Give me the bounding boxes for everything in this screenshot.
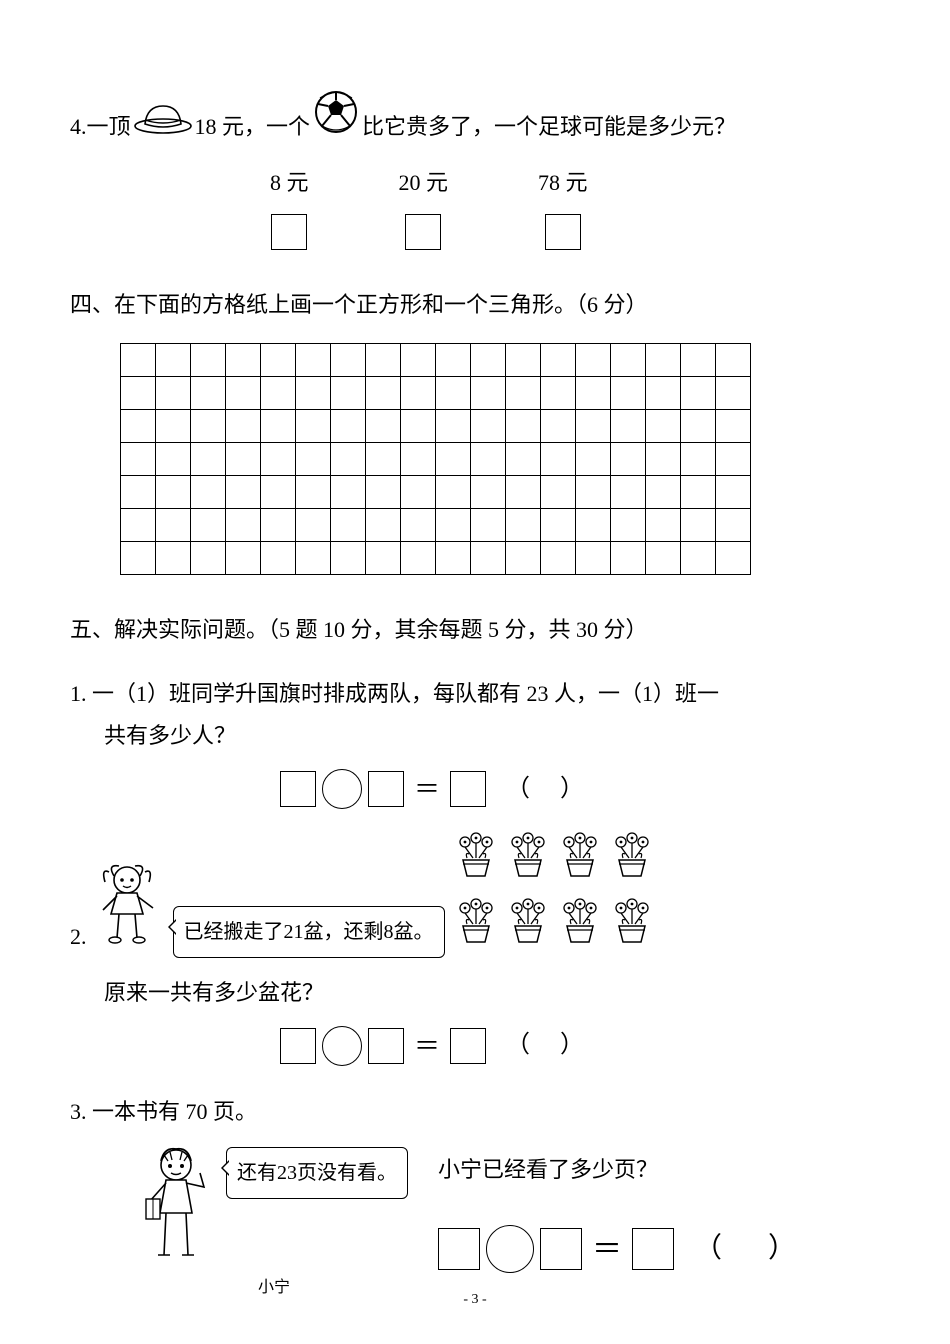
- unit-blank[interactable]: （）: [680, 1222, 842, 1275]
- q4-option: 20 元: [399, 162, 449, 250]
- q5-2-number: 2.: [70, 916, 87, 958]
- q4-options: 8 元 20 元 78 元: [270, 162, 880, 250]
- section5-title: 五、解决实际问题。（5 题 10 分，其余每题 5 分，共 30 分）: [70, 609, 880, 651]
- q5-2-equation: ＝ （）: [280, 1022, 880, 1071]
- checkbox[interactable]: [545, 214, 581, 250]
- q4-text-c: 比它贵多了，一个足球可能是多少元？: [362, 106, 736, 148]
- flower-pot-icon: [507, 898, 551, 958]
- boy-figure: 还有23页没有看。 小宁: [140, 1143, 408, 1303]
- equals-sign: ＝: [410, 765, 444, 814]
- drawing-grid[interactable]: [120, 343, 880, 575]
- q4-option-label: 78 元: [538, 162, 588, 204]
- hat-icon: [133, 100, 193, 148]
- q5-3-title: 一本书有 70 页。: [92, 1099, 257, 1124]
- q5-3-question: 小宁已经看了多少页？: [438, 1149, 842, 1191]
- q5-3-equation: ＝ （）: [438, 1221, 842, 1278]
- flower-pot-icon: [507, 832, 551, 892]
- q5-2-figure: 2. 已经搬走了21盆，还剩8盆。: [70, 832, 880, 958]
- flower-pot-icon: [611, 898, 655, 958]
- q5-3-speech-bubble: 还有23页没有看。: [226, 1147, 408, 1199]
- girl-icon: [97, 858, 163, 958]
- flower-pot-icon: [559, 898, 603, 958]
- q5-3-block: 还有23页没有看。 小宁 小宁已经看了多少页？ ＝ （）: [70, 1143, 880, 1303]
- flower-pots: [455, 832, 655, 958]
- page-number: - 3 -: [0, 1287, 950, 1314]
- section4-title: 四、在下面的方格纸上画一个正方形和一个三角形。（6 分）: [70, 284, 880, 326]
- checkbox[interactable]: [271, 214, 307, 250]
- blank-box[interactable]: [368, 771, 404, 807]
- flower-pot-icon: [455, 898, 499, 958]
- q4-option-label: 20 元: [399, 162, 449, 204]
- q5-1-number: 1.: [70, 681, 87, 706]
- blank-box[interactable]: [450, 1028, 486, 1064]
- q5-1-line1: 一（1）班同学升国旗时排成两队，每队都有 23 人，一（1）班一: [92, 681, 719, 706]
- q4-option-label: 8 元: [270, 162, 309, 204]
- unit-blank[interactable]: （）: [492, 1023, 614, 1069]
- flower-pot-icon: [611, 832, 655, 892]
- q5-3: 3. 一本书有 70 页。: [70, 1091, 880, 1133]
- equals-sign: ＝: [588, 1221, 626, 1278]
- q5-2-speech-bubble: 已经搬走了21盆，还剩8盆。: [173, 906, 445, 958]
- blank-box[interactable]: [450, 771, 486, 807]
- q5-1-line2: 共有多少人？: [70, 715, 880, 757]
- equals-sign: ＝: [410, 1022, 444, 1071]
- q4-option: 78 元: [538, 162, 588, 250]
- q5-2-question: 原来一共有多少盆花？: [70, 972, 880, 1014]
- blank-box[interactable]: [438, 1228, 480, 1270]
- soccer-ball-icon: [314, 90, 358, 148]
- checkbox[interactable]: [405, 214, 441, 250]
- q4-number: 4.: [70, 106, 87, 148]
- unit-blank[interactable]: （）: [492, 767, 614, 813]
- q4-hat-price: 18 元，: [195, 106, 267, 148]
- q4-option: 8 元: [270, 162, 309, 250]
- q4-line: 4. 一顶 18 元， 一个 比它贵多了，一个足球可能是多少元？: [70, 90, 880, 148]
- q5-1: 1. 一（1）班同学升国旗时排成两队，每队都有 23 人，一（1）班一: [70, 673, 880, 715]
- q4-text-a: 一顶: [87, 106, 131, 148]
- operator-circle[interactable]: [486, 1225, 534, 1273]
- flower-pot-icon: [559, 832, 603, 892]
- operator-circle[interactable]: [322, 1026, 362, 1066]
- blank-box[interactable]: [280, 771, 316, 807]
- blank-box[interactable]: [280, 1028, 316, 1064]
- q5-1-equation: ＝ （）: [280, 765, 880, 814]
- blank-box[interactable]: [632, 1228, 674, 1270]
- operator-circle[interactable]: [322, 769, 362, 809]
- blank-box[interactable]: [540, 1228, 582, 1270]
- q5-3-number: 3.: [70, 1099, 87, 1124]
- flower-pot-icon: [455, 832, 499, 892]
- boy-icon: [140, 1143, 218, 1277]
- q4-text-b: 一个: [266, 106, 310, 148]
- blank-box[interactable]: [368, 1028, 404, 1064]
